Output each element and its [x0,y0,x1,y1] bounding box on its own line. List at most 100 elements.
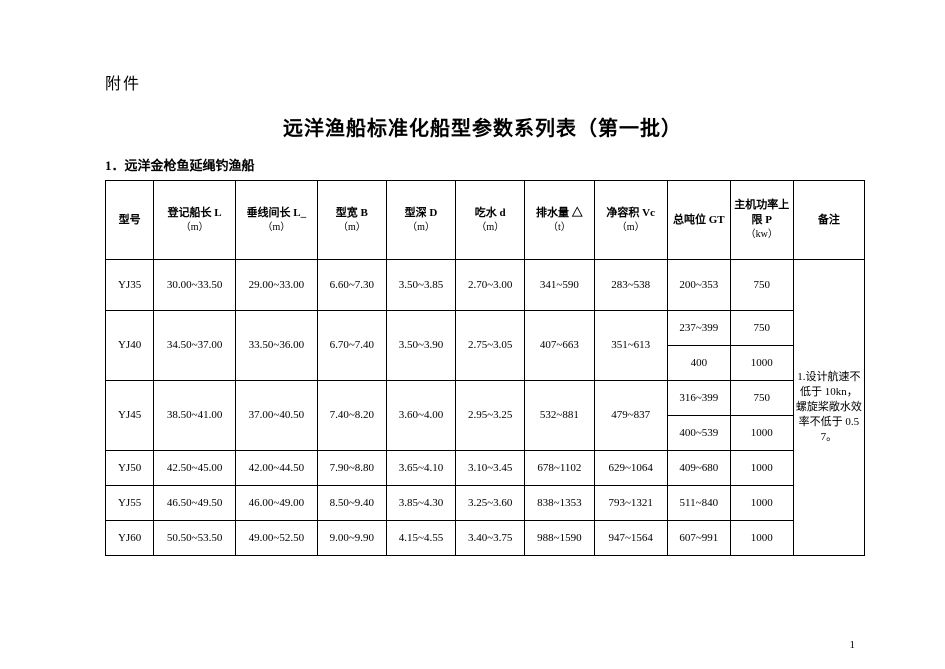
col-header-gt: 总吨位 GT [667,181,730,260]
page-number: 1 [850,639,856,651]
cell-gt: 316~399 [667,381,730,416]
table-row: YJ55 46.50~49.50 46.00~49.00 8.50~9.40 3… [106,486,865,521]
cell-d: 2.70~3.00 [456,260,525,311]
col-header-unit: （m） [156,221,233,235]
cell-disp: 407~663 [525,311,594,381]
table-header-row: 型号 登记船长 L （m） 垂线间长 L_ （m） 型宽 B （m） 型深 D [106,181,865,260]
cell-Lbp: 46.00~49.00 [235,486,317,521]
cell-D: 3.50~3.90 [386,311,455,381]
cell-Lbp: 37.00~40.50 [235,381,317,451]
cell-L: 42.50~45.00 [154,451,236,486]
cell-B: 6.60~7.30 [317,260,386,311]
document-page: 附件 远洋渔船标准化船型参数系列表（第一批） 1．远洋金枪鱼延绳钓渔船 型号 登… [0,0,945,669]
cell-D: 4.15~4.55 [386,521,455,556]
cell-Lbp: 42.00~44.50 [235,451,317,486]
cell-Lbp: 29.00~33.00 [235,260,317,311]
cell-model: YJ60 [106,521,154,556]
cell-gt: 607~991 [667,521,730,556]
cell-model: YJ40 [106,311,154,381]
cell-disp: 988~1590 [525,521,594,556]
cell-D: 3.60~4.00 [386,381,455,451]
cell-d: 2.75~3.05 [456,311,525,381]
cell-gt: 400 [667,346,730,381]
cell-power: 1000 [730,486,793,521]
cell-power: 750 [730,311,793,346]
cell-disp: 838~1353 [525,486,594,521]
col-header-power: 主机功率上限 P （kw） [730,181,793,260]
cell-d: 3.10~3.45 [456,451,525,486]
col-header-displacement: 排水量 △ （t） [525,181,594,260]
cell-B: 7.40~8.20 [317,381,386,451]
cell-d: 3.40~3.75 [456,521,525,556]
cell-gt: 400~539 [667,416,730,451]
cell-d: 2.95~3.25 [456,381,525,451]
col-header-label: 净容积 Vc [606,207,655,219]
col-header-label: 型深 D [405,207,438,219]
cell-nv: 629~1064 [594,451,667,486]
col-header-label: 总吨位 GT [673,214,725,226]
col-header-breadth: 型宽 B （m） [317,181,386,260]
table-row: YJ40 34.50~37.00 33.50~36.00 6.70~7.40 3… [106,311,865,346]
col-header-label: 垂线间长 L_ [247,207,307,219]
col-header-unit: （m） [238,221,315,235]
col-header-unit: （t） [527,221,591,235]
col-header-net-volume: 净容积 Vc （m） [594,181,667,260]
col-header-label: 备注 [818,214,840,226]
cell-Lbp: 49.00~52.50 [235,521,317,556]
cell-L: 38.50~41.00 [154,381,236,451]
col-header-unit: （m） [458,221,522,235]
col-header-unit: （kw） [733,228,791,242]
col-header-label: 主机功率上限 P [734,199,789,226]
cell-model: YJ45 [106,381,154,451]
col-header-label: 型号 [119,214,141,226]
cell-B: 6.70~7.40 [317,311,386,381]
cell-disp: 532~881 [525,381,594,451]
cell-D: 3.65~4.10 [386,451,455,486]
col-header-unit: （m） [320,221,384,235]
page-title: 远洋渔船标准化船型参数系列表（第一批） [105,112,860,141]
table-row: YJ35 30.00~33.50 29.00~33.00 6.60~7.30 3… [106,260,865,311]
cell-nv: 793~1321 [594,486,667,521]
cell-L: 46.50~49.50 [154,486,236,521]
cell-power: 750 [730,381,793,416]
cell-d: 3.25~3.60 [456,486,525,521]
col-header-label: 登记船长 L [168,207,222,219]
cell-D: 3.85~4.30 [386,486,455,521]
cell-power: 1000 [730,451,793,486]
cell-B: 9.00~9.90 [317,521,386,556]
cell-D: 3.50~3.85 [386,260,455,311]
col-header-draft: 吃水 d （m） [456,181,525,260]
cell-nv: 351~613 [594,311,667,381]
cell-B: 8.50~9.40 [317,486,386,521]
cell-power: 1000 [730,416,793,451]
cell-disp: 678~1102 [525,451,594,486]
cell-model: YJ55 [106,486,154,521]
col-header-length: 登记船长 L （m） [154,181,236,260]
table-row: YJ50 42.50~45.00 42.00~44.50 7.90~8.80 3… [106,451,865,486]
cell-power: 1000 [730,346,793,381]
cell-power: 1000 [730,521,793,556]
cell-remarks: 1.设计航速不低于 10kn，螺旋桨敞水效率不低于 0.57。 [793,260,864,556]
cell-nv: 479~837 [594,381,667,451]
cell-model: YJ50 [106,451,154,486]
col-header-label: 排水量 △ [536,207,583,219]
table-row: YJ45 38.50~41.00 37.00~40.50 7.40~8.20 3… [106,381,865,416]
cell-L: 50.50~53.50 [154,521,236,556]
cell-model: YJ35 [106,260,154,311]
col-header-label: 吃水 d [475,207,506,219]
cell-gt: 237~399 [667,311,730,346]
cell-nv: 947~1564 [594,521,667,556]
col-header-unit: （m） [389,221,453,235]
cell-power: 750 [730,260,793,311]
cell-gt: 511~840 [667,486,730,521]
col-header-model: 型号 [106,181,154,260]
subsection-heading: 1．远洋金枪鱼延绳钓渔船 [105,155,860,174]
cell-L: 34.50~37.00 [154,311,236,381]
attachment-label: 附件 [105,70,860,94]
col-header-label: 型宽 B [336,207,368,219]
cell-B: 7.90~8.80 [317,451,386,486]
col-header-unit: （m） [597,221,665,235]
cell-Lbp: 33.50~36.00 [235,311,317,381]
cell-disp: 341~590 [525,260,594,311]
col-header-lbp: 垂线间长 L_ （m） [235,181,317,260]
